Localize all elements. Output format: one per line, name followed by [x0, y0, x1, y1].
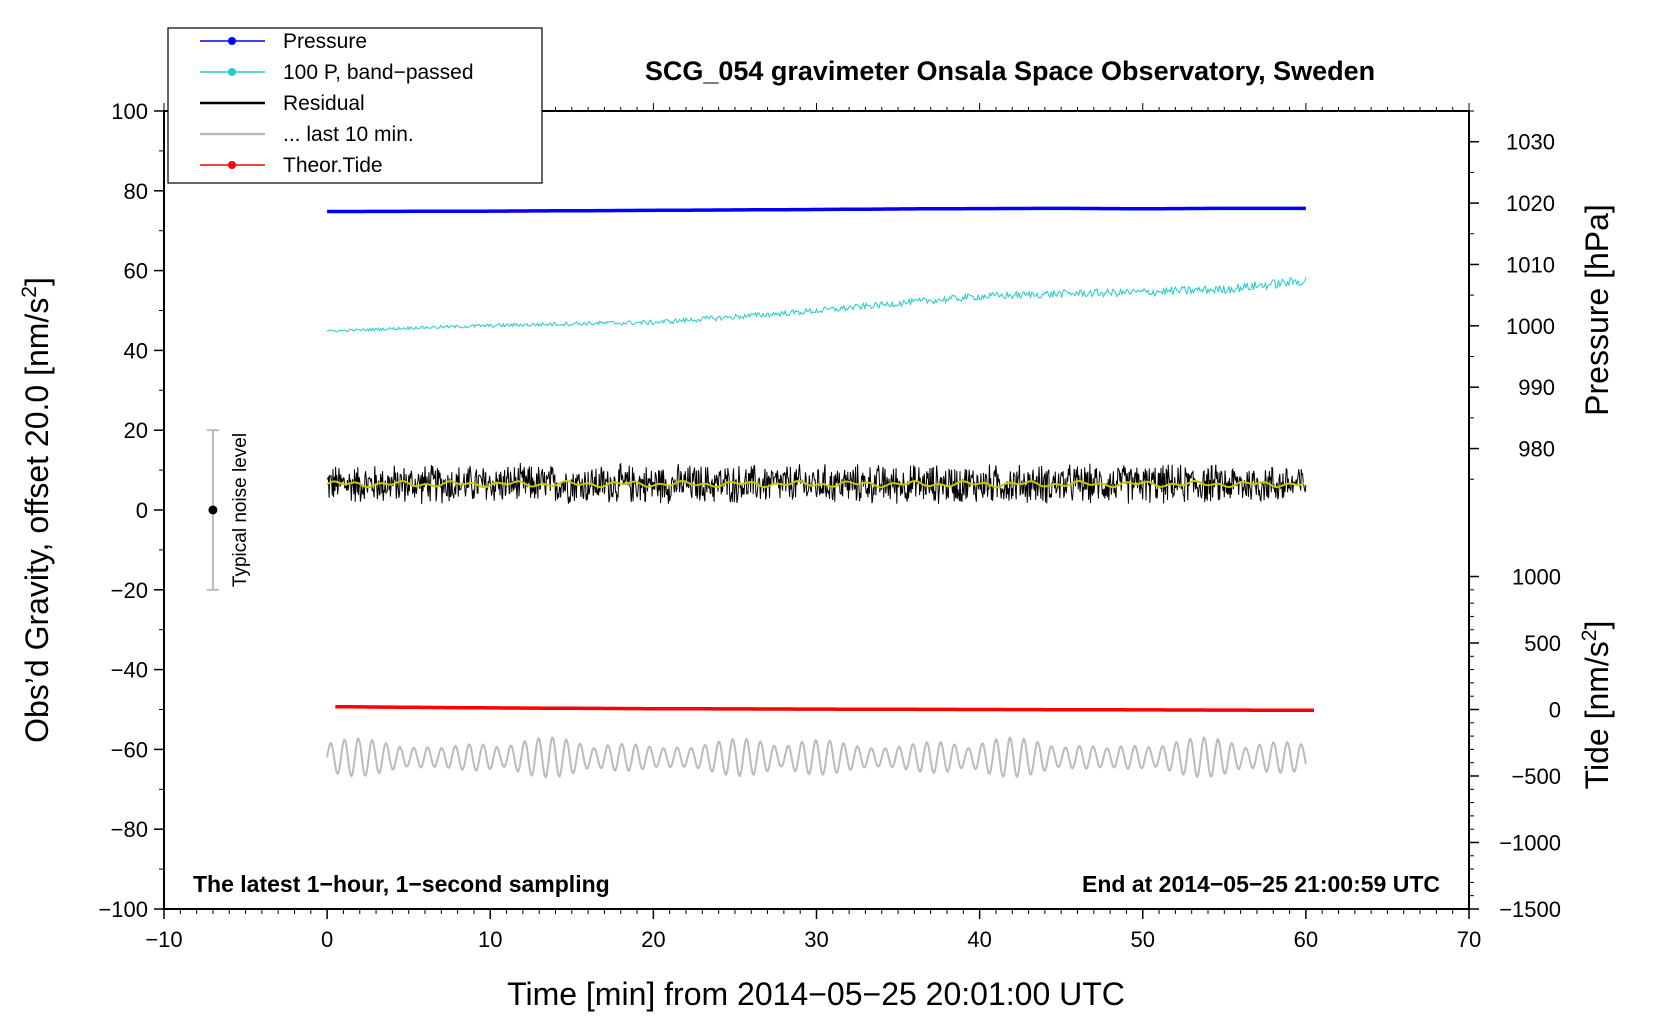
x-tick-label-4: 30: [804, 927, 828, 952]
legend-label-1: 100 P, band−passed: [283, 61, 474, 84]
y-tick-label-1: 80: [124, 179, 148, 204]
y-tick-label-4: 20: [124, 418, 148, 443]
x-tick-label-0: −10: [145, 927, 182, 952]
footnote-right: End at 2014−05−25 21:00:59 UTC: [1082, 871, 1440, 897]
series-pressure: [327, 206, 1306, 214]
legend-label-0: Pressure: [283, 30, 367, 53]
legend-label-3: ... last 10 min.: [283, 123, 414, 146]
y-tick-label-5: 0: [136, 498, 148, 523]
x-tick-label-1: 0: [321, 927, 333, 952]
pressure-tick-label-3: 1000: [1506, 314, 1555, 339]
legend-label-4: Theor.Tide: [283, 154, 383, 177]
y-axis-title-left: Obs’d Gravity, offset 20.0 [nm/s2]: [18, 277, 55, 743]
y-tick-label-9: −80: [111, 817, 148, 842]
noise-bar: [206, 429, 219, 591]
x-tick-label-2: 10: [478, 927, 502, 952]
footnote-left: The latest 1−hour, 1−second sampling: [193, 871, 610, 897]
tide-tick-label-3: −500: [1511, 764, 1561, 789]
y-axis-title-tide-main: Tide [nm/s: [1579, 641, 1615, 789]
x-axis-title: Time [min] from 2014−05−25 20:01:00 UTC: [507, 976, 1125, 1012]
y-tick-label-2: 60: [124, 259, 148, 284]
y-tick-label-0: 100: [111, 99, 148, 124]
legend-box: [167, 27, 543, 184]
tide-tick-label-0: 1000: [1512, 565, 1561, 590]
plot-frame: [163, 110, 1470, 910]
legend-marker-0: [228, 37, 236, 45]
pressure-tick-label-2: 1010: [1506, 252, 1555, 277]
x-tick-label-3: 20: [641, 927, 665, 952]
noise-bar-label: Typical noise level: [230, 433, 251, 587]
pressure-tick-label-0: 1030: [1506, 130, 1555, 155]
x-tick-label-8: 70: [1457, 927, 1481, 952]
legend-marker-1: [228, 68, 236, 76]
y-axis-title-tide-sup: 2: [1578, 630, 1601, 642]
y-axis-title-pressure: Pressure [hPa]: [1579, 204, 1615, 416]
legend-entries: Pressure 100 P, band−passed Residual ... la…: [200, 30, 474, 177]
y-axis-title-left-main: Obs’d Gravity, offset 20.0 [nm/s: [19, 298, 55, 743]
series-layer: [326, 206, 1314, 779]
legend-label-2: Residual: [283, 92, 365, 115]
legend-marker-4: [228, 161, 236, 169]
y-axis-title-left-sup: 2: [18, 286, 41, 298]
series-theor-tide: [335, 704, 1314, 713]
x-tick-label-7: 60: [1294, 927, 1318, 952]
x-tick-label-6: 50: [1131, 927, 1155, 952]
chart-title: SCG_054 gravimeter Onsala Space Observat…: [645, 56, 1375, 86]
x-tick-label-5: 40: [967, 927, 991, 952]
series-residual: [326, 462, 1307, 505]
y-axis-title-tide-end: ]: [1579, 621, 1615, 630]
series-residual-smoothed: [326, 479, 1305, 489]
y-tick-label-3: 40: [124, 338, 148, 363]
noise-bar-center-dot: [208, 505, 218, 515]
y-axis-title-tide: Tide [nm/s2]: [1578, 621, 1615, 790]
tide-tick-label-5: −1500: [1499, 897, 1561, 922]
tide-tick-label-2: 0: [1549, 698, 1561, 723]
y-tick-label-10: −100: [98, 897, 148, 922]
y-tick-label-6: −20: [111, 578, 148, 603]
y-axis-title-left-end: ]: [19, 277, 55, 286]
legend: Pressure 100 P, band−passed Residual ... la…: [167, 27, 543, 184]
y-tick-label-7: −40: [111, 658, 148, 683]
tide-tick-label-1: 500: [1524, 631, 1561, 656]
pressure-tick-label-4: 990: [1518, 375, 1555, 400]
series-last-10-min: [326, 735, 1307, 779]
pressure-tick-label-5: 980: [1518, 437, 1555, 462]
axes-layer: −10 0 10 20 30 40 50 60 70100806040200−20−40−60−…: [98, 99, 1561, 952]
series-pressure-bandpassed: [326, 277, 1307, 333]
tide-tick-label-4: −1000: [1499, 830, 1561, 855]
pressure-tick-label-1: 1020: [1506, 191, 1555, 216]
y-tick-label-8: −60: [111, 737, 148, 762]
